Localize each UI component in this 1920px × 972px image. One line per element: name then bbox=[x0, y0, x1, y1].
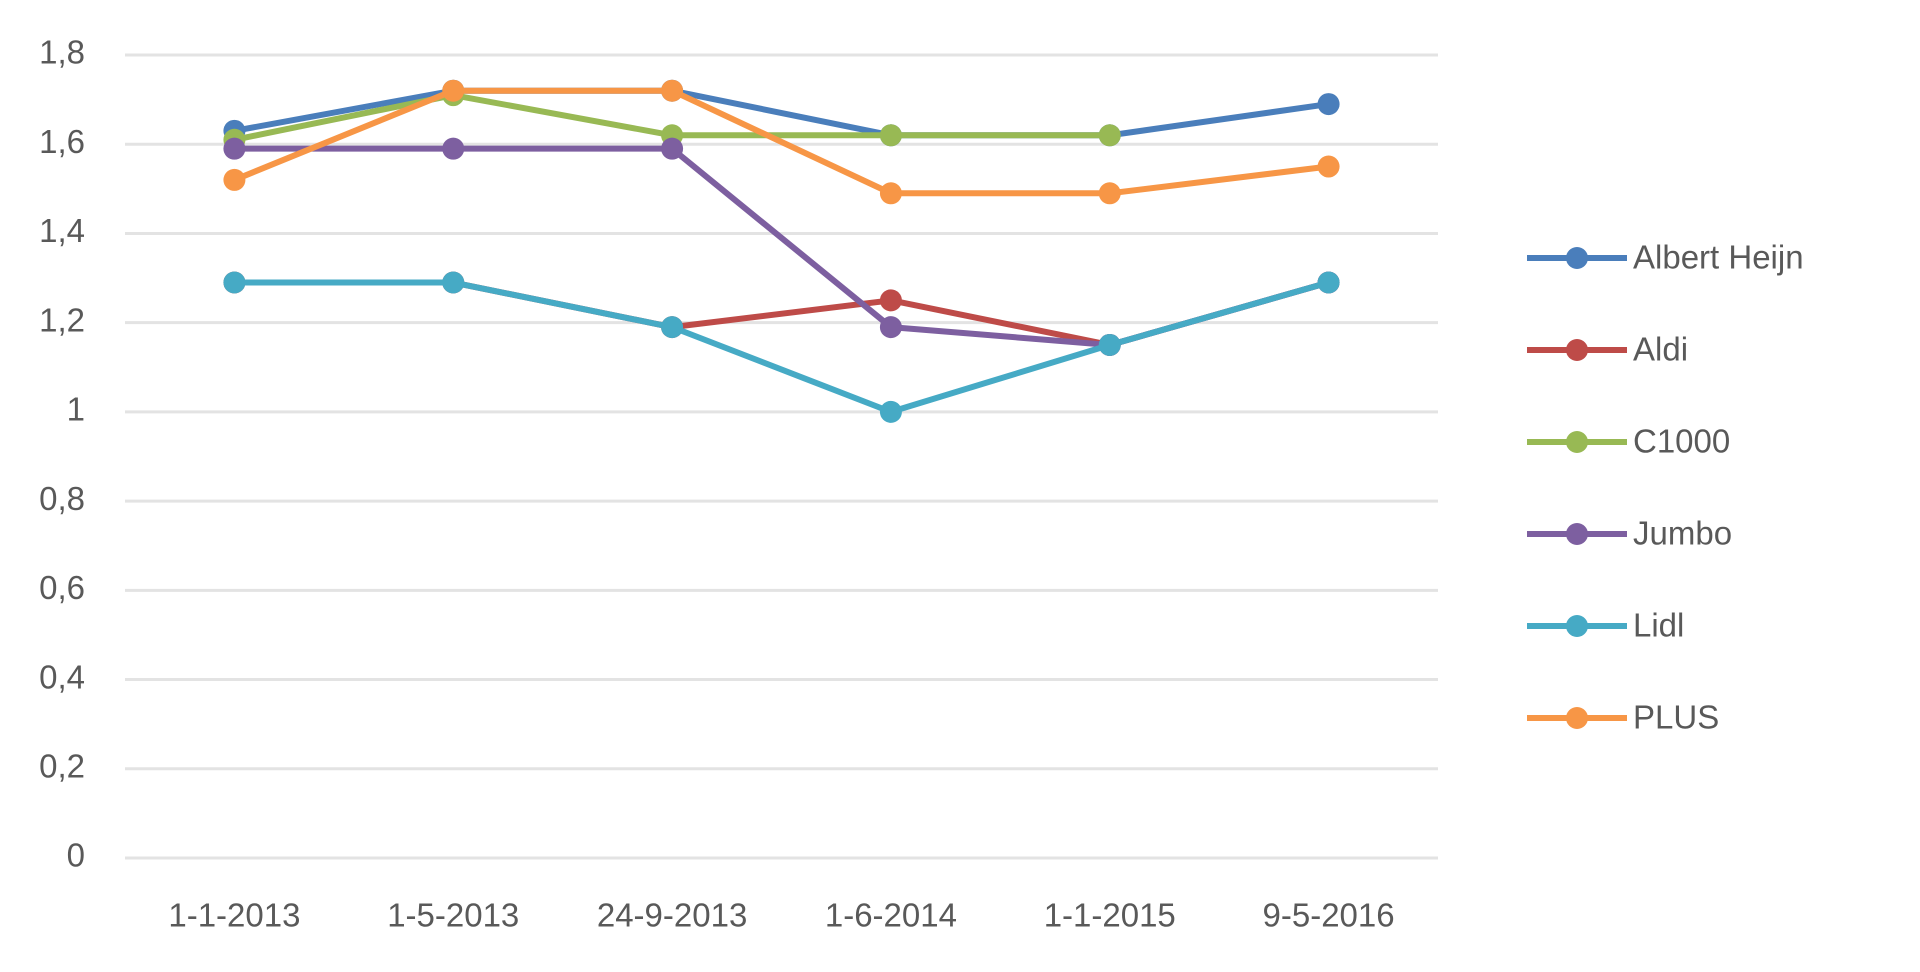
x-tick-label: 1-1-2015 bbox=[1044, 897, 1176, 934]
data-point bbox=[661, 79, 684, 102]
data-point bbox=[442, 79, 465, 102]
data-point bbox=[879, 124, 902, 147]
series-line bbox=[233, 87, 1329, 197]
legend-label: PLUS bbox=[1633, 699, 1719, 736]
data-point bbox=[442, 271, 465, 294]
data-point bbox=[223, 271, 246, 294]
x-tick-label: 1-6-2014 bbox=[825, 897, 957, 934]
data-point bbox=[1098, 182, 1121, 205]
y-tick-label: 1,2 bbox=[39, 301, 85, 338]
y-tick-label: 1,8 bbox=[39, 34, 85, 71]
data-point bbox=[1317, 271, 1340, 294]
y-tick-label: 0,4 bbox=[39, 658, 85, 695]
y-tick-label: 0 bbox=[67, 837, 85, 874]
data-point bbox=[879, 289, 902, 312]
legend-label: Aldi bbox=[1633, 331, 1688, 368]
legend-marker bbox=[1566, 523, 1588, 545]
data-point bbox=[1098, 124, 1121, 147]
data-point bbox=[1098, 333, 1121, 356]
y-tick-label: 0,2 bbox=[39, 747, 85, 784]
series-line bbox=[233, 87, 1330, 139]
data-point bbox=[223, 137, 246, 160]
legend-marker bbox=[1566, 339, 1588, 361]
x-tick-label: 1-1-2013 bbox=[168, 897, 300, 934]
data-point bbox=[442, 137, 465, 160]
data-point bbox=[1317, 155, 1340, 178]
legend-marker bbox=[1566, 431, 1588, 453]
data-point bbox=[661, 316, 684, 339]
legend-marker bbox=[1566, 707, 1588, 729]
series-line bbox=[234, 279, 1330, 348]
data-point bbox=[1317, 93, 1340, 116]
x-tick-label: 24-9-2013 bbox=[597, 897, 747, 934]
data-point bbox=[879, 400, 902, 423]
legend-label: Jumbo bbox=[1633, 515, 1732, 552]
data-point bbox=[223, 168, 246, 191]
legend-marker bbox=[1566, 247, 1588, 269]
y-tick-label: 1,6 bbox=[39, 123, 85, 160]
series-line bbox=[234, 279, 1330, 415]
legend-label: Albert Heijn bbox=[1633, 239, 1804, 276]
x-tick-label: 9-5-2016 bbox=[1263, 897, 1395, 934]
data-point bbox=[661, 137, 684, 160]
y-tick-label: 1,4 bbox=[39, 212, 85, 249]
x-tick-label: 1-5-2013 bbox=[387, 897, 519, 934]
legend-label: Lidl bbox=[1633, 607, 1684, 644]
y-tick-label: 1 bbox=[67, 391, 85, 428]
y-tick-label: 0,6 bbox=[39, 569, 85, 606]
legend-marker bbox=[1566, 615, 1588, 637]
data-point bbox=[879, 182, 902, 205]
data-point bbox=[879, 316, 902, 339]
y-tick-label: 0,8 bbox=[39, 480, 85, 517]
legend-label: C1000 bbox=[1633, 423, 1730, 460]
